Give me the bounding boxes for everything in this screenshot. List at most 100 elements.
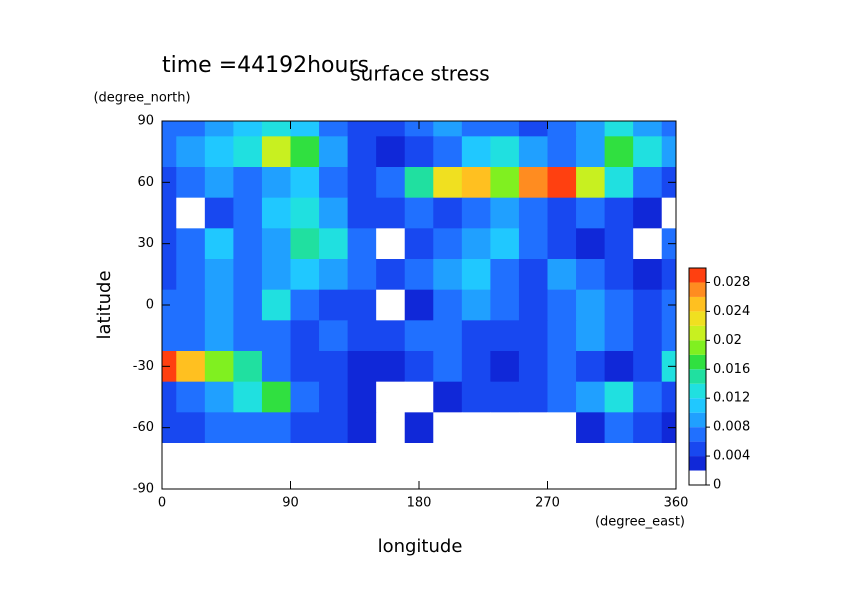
contour-cell [490, 167, 520, 199]
contour-cell [404, 351, 434, 383]
contour-cell [347, 136, 377, 168]
contour-cell [433, 473, 463, 490]
contour-cell [261, 167, 291, 199]
contour-cell [518, 167, 548, 199]
y-tick-label: 60 [137, 175, 154, 190]
contour-cell [604, 289, 634, 321]
contour-cell [261, 289, 291, 321]
contour-cell [633, 136, 663, 168]
contour-cell [576, 259, 606, 291]
colorbar-box [689, 427, 706, 442]
colorbar-box [689, 470, 706, 485]
contour-cell [633, 351, 663, 383]
contour-cell [633, 167, 663, 199]
contour-cell [290, 121, 320, 137]
contour-cell [661, 136, 677, 168]
contour-cell [576, 197, 606, 229]
contour-cell [661, 381, 677, 413]
colorbar-tick-label: 0.004 [713, 449, 750, 464]
contour-cell [162, 381, 177, 413]
contour-cell [319, 381, 349, 413]
contour-cell [576, 381, 606, 413]
contour-cell [576, 121, 606, 137]
contour-cell [490, 197, 520, 229]
contour-cell [233, 320, 263, 352]
contour-cell [576, 289, 606, 321]
contour-cell [233, 412, 263, 444]
colorbar-frame [688, 267, 707, 486]
colorbar-box [689, 354, 706, 370]
contour-cell [376, 473, 406, 490]
contour-cell [347, 121, 377, 137]
contour-cell [461, 228, 491, 260]
colorbar-box [689, 311, 706, 326]
contour-cell [347, 412, 377, 444]
contour-cell [376, 136, 406, 168]
contour-cell [633, 443, 663, 475]
contour-cell [576, 412, 606, 444]
contour-cell [233, 351, 263, 383]
contour-cell [547, 473, 577, 490]
colorbar-box [689, 412, 706, 428]
contour-cell [433, 259, 463, 291]
contour-cell [461, 121, 491, 137]
x-axis-title: longitude [378, 536, 463, 557]
contour-cell [547, 228, 577, 260]
contour-cell [576, 228, 606, 260]
contour-cell [347, 197, 377, 229]
contour-cell [604, 473, 634, 490]
contour-cell [162, 136, 177, 168]
contour-cell [461, 197, 491, 229]
contour-cell [461, 351, 491, 383]
contour-cell [633, 381, 663, 413]
chart-title: surface stress [350, 62, 489, 86]
contour-cell [376, 381, 406, 413]
contour-cell [518, 351, 548, 383]
contour-cell [347, 259, 377, 291]
contour-cell [433, 197, 463, 229]
contour-cell [404, 412, 434, 444]
contour-cell [518, 228, 548, 260]
colorbar-box [689, 325, 706, 341]
y-unit: (degree_north) [93, 91, 190, 106]
contour-cell [518, 121, 548, 137]
contour-cell [490, 473, 520, 490]
contour-cell [347, 443, 377, 475]
contour-cell [176, 473, 206, 490]
contour-cell [376, 412, 406, 444]
contour-cell [547, 381, 577, 413]
contour-cell [404, 259, 434, 291]
x-tick-label: 180 [407, 496, 432, 511]
colorbar-box [689, 282, 706, 297]
contour-cell [233, 259, 263, 291]
contour-cell [176, 259, 206, 291]
contour-cell [261, 228, 291, 260]
contour-cell [176, 381, 206, 413]
contour-cell [433, 351, 463, 383]
y-tick-label: -30 [133, 359, 154, 374]
contour-cell [604, 412, 634, 444]
contour-cell [376, 228, 406, 260]
contour-cell [404, 197, 434, 229]
contour-cell [547, 320, 577, 352]
contour-cell [576, 167, 606, 199]
contour-cell [461, 381, 491, 413]
colorbar-box [689, 383, 706, 399]
contour-cell [461, 289, 491, 321]
contour-cell [319, 443, 349, 475]
contour-cell [319, 351, 349, 383]
contour-cell [376, 259, 406, 291]
contour-cell [290, 228, 320, 260]
contour-cell [347, 381, 377, 413]
colorbar-box [689, 441, 706, 457]
contour-cell [233, 197, 263, 229]
contour-cell [604, 320, 634, 352]
contour-cell [547, 351, 577, 383]
contour-cell [319, 289, 349, 321]
contour-cell [661, 259, 677, 291]
contour-cell [162, 121, 177, 137]
contour-cell [290, 197, 320, 229]
y-axis-title: latitude [94, 270, 115, 339]
contour-cell [347, 228, 377, 260]
